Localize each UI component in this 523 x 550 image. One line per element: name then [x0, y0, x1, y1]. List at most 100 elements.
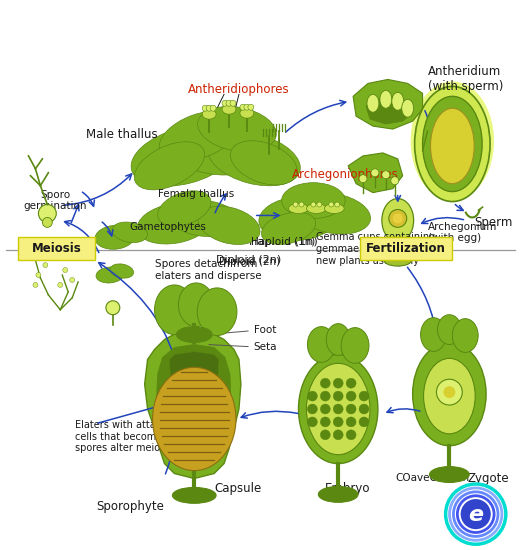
Circle shape: [299, 202, 304, 207]
FancyBboxPatch shape: [18, 236, 95, 260]
Polygon shape: [353, 79, 423, 129]
Ellipse shape: [176, 327, 212, 343]
Circle shape: [346, 378, 356, 388]
Circle shape: [206, 105, 212, 111]
Text: Fertilization: Fertilization: [366, 242, 446, 255]
Circle shape: [320, 391, 330, 401]
Circle shape: [333, 378, 343, 388]
Circle shape: [329, 202, 334, 207]
Ellipse shape: [96, 267, 124, 283]
Circle shape: [244, 104, 250, 110]
Circle shape: [70, 278, 75, 283]
Ellipse shape: [198, 107, 276, 152]
Polygon shape: [156, 344, 231, 471]
Text: Archegoniophores: Archegoniophores: [291, 168, 399, 182]
Ellipse shape: [198, 206, 260, 245]
Text: Archegonium
(with egg): Archegonium (with egg): [427, 222, 497, 243]
Text: Sperm: Sperm: [474, 216, 513, 229]
Circle shape: [389, 210, 407, 227]
Ellipse shape: [402, 100, 414, 117]
Circle shape: [308, 417, 317, 427]
Circle shape: [346, 404, 356, 414]
Circle shape: [43, 262, 48, 267]
Ellipse shape: [289, 204, 309, 213]
Circle shape: [36, 272, 41, 278]
Text: Diploid (2n): Diploid (2n): [216, 255, 281, 265]
Polygon shape: [145, 329, 241, 478]
Circle shape: [293, 202, 298, 207]
Circle shape: [359, 391, 369, 401]
Circle shape: [461, 499, 491, 529]
Ellipse shape: [392, 92, 404, 110]
Ellipse shape: [382, 199, 414, 242]
Ellipse shape: [429, 466, 469, 482]
Ellipse shape: [423, 96, 482, 191]
Circle shape: [248, 104, 254, 110]
Ellipse shape: [324, 204, 344, 213]
Circle shape: [391, 177, 399, 185]
Text: Femalg thallus: Femalg thallus: [158, 189, 234, 199]
Circle shape: [346, 391, 356, 401]
Circle shape: [42, 217, 52, 227]
Circle shape: [63, 267, 67, 272]
Ellipse shape: [411, 81, 494, 201]
Ellipse shape: [384, 254, 412, 266]
Ellipse shape: [95, 226, 134, 249]
Ellipse shape: [413, 343, 486, 446]
Ellipse shape: [424, 359, 475, 434]
Circle shape: [226, 100, 232, 106]
Ellipse shape: [319, 486, 358, 502]
Circle shape: [222, 100, 228, 106]
Circle shape: [333, 391, 343, 401]
Ellipse shape: [326, 323, 350, 355]
Ellipse shape: [137, 203, 212, 244]
Ellipse shape: [178, 283, 214, 327]
Ellipse shape: [110, 264, 133, 278]
Text: Sporo
germination: Sporo germination: [24, 190, 87, 211]
Text: Male thallus: Male thallus: [86, 128, 157, 141]
Ellipse shape: [437, 315, 461, 344]
Polygon shape: [169, 351, 219, 439]
Ellipse shape: [197, 288, 237, 336]
Text: Gemma cups containing
gemmae, which produce
new plants asexually: Gemma cups containing gemmae, which prod…: [316, 232, 437, 266]
Circle shape: [308, 391, 317, 401]
Text: Diploid (2n): Diploid (2n): [219, 257, 280, 267]
Circle shape: [317, 202, 322, 207]
Circle shape: [33, 283, 38, 288]
Text: Seta: Seta: [209, 343, 277, 353]
FancyBboxPatch shape: [360, 236, 452, 260]
Polygon shape: [366, 96, 413, 124]
Circle shape: [320, 378, 330, 388]
Circle shape: [320, 430, 330, 440]
Ellipse shape: [380, 90, 392, 108]
Ellipse shape: [367, 95, 379, 112]
Circle shape: [210, 105, 216, 111]
Ellipse shape: [207, 132, 300, 186]
Circle shape: [393, 213, 403, 223]
Ellipse shape: [222, 104, 236, 114]
Ellipse shape: [155, 285, 194, 334]
Circle shape: [320, 417, 330, 427]
Circle shape: [359, 404, 369, 414]
Ellipse shape: [452, 318, 478, 353]
Text: Haploid (1n): Haploid (1n): [249, 238, 317, 248]
Circle shape: [308, 404, 317, 414]
Ellipse shape: [420, 318, 447, 351]
Circle shape: [335, 202, 339, 207]
Circle shape: [58, 283, 63, 288]
Text: Sporophyte: Sporophyte: [96, 500, 164, 513]
Circle shape: [444, 386, 456, 398]
Text: Elaters with attached
cells that become
spores alter meiosis: Elaters with attached cells that become …: [75, 420, 179, 453]
Ellipse shape: [308, 327, 335, 362]
Circle shape: [202, 105, 208, 111]
Ellipse shape: [306, 204, 326, 213]
Ellipse shape: [296, 193, 370, 234]
Ellipse shape: [415, 86, 490, 201]
Text: Spores detach from
elaters and disperse: Spores detach from elaters and disperse: [155, 259, 261, 281]
Text: Embryo: Embryo: [325, 482, 371, 495]
Circle shape: [359, 417, 369, 427]
Ellipse shape: [173, 487, 216, 503]
Text: Antheridiophores: Antheridiophores: [188, 83, 290, 96]
Circle shape: [382, 170, 390, 179]
Circle shape: [320, 404, 330, 414]
